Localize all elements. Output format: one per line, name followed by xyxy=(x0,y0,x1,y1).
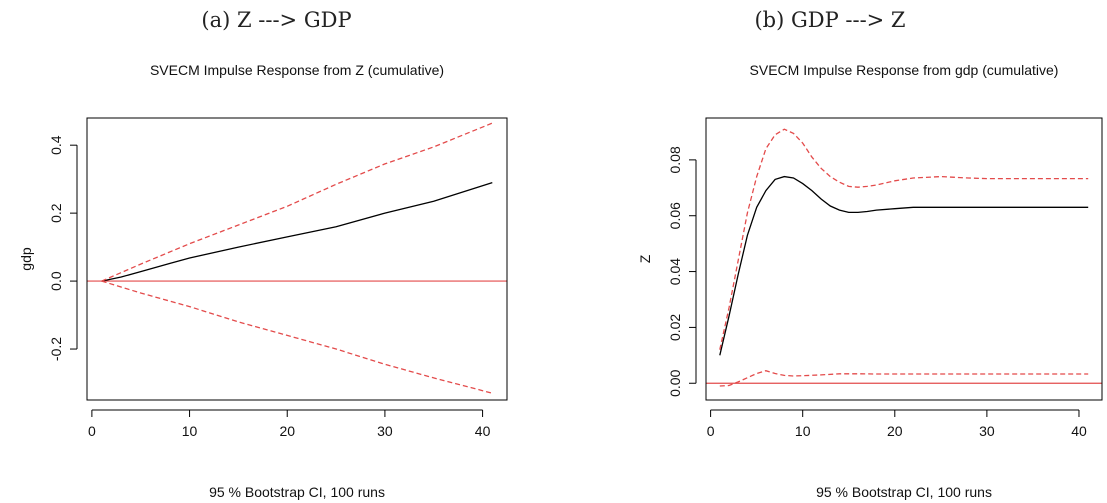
panel-a: (a) Z ---> GDP SVECM Impulse Response fr… xyxy=(0,0,553,503)
chart-b-series-2 xyxy=(719,370,1089,387)
chart-b-y-tick-label: 0.00 xyxy=(667,369,683,396)
chart-b-x-tick-label: 0 xyxy=(707,423,715,439)
chart-b-ylabel: Z xyxy=(637,254,653,263)
chart-a-series-1 xyxy=(101,122,493,282)
chart-b-y-tick-label: 0.06 xyxy=(667,202,683,229)
chart-b-x-tick-label: 40 xyxy=(1071,423,1087,439)
chart-a-footnote: 95 % Bootstrap CI, 100 runs xyxy=(209,484,385,500)
chart-a-y-tick-label: 0.0 xyxy=(48,271,64,291)
chart-a-x-tick-label: 0 xyxy=(88,423,96,439)
chart-b-y-tick-label: 0.08 xyxy=(667,146,683,173)
chart-a-x-tick-label: 20 xyxy=(279,423,295,439)
chart-a: SVECM Impulse Response from Z (cumulativ… xyxy=(18,62,508,500)
chart-b-series-0 xyxy=(719,175,1089,356)
chart-a-series-2 xyxy=(101,280,493,394)
chart-b-series-1 xyxy=(719,128,1089,350)
chart-b-y-tick-label: 0.04 xyxy=(667,258,683,285)
chart-a-y-tick-label: 0.2 xyxy=(48,203,64,223)
chart-a-x-tick-label: 30 xyxy=(377,423,393,439)
chart-b: SVECM Impulse Response from gdp (cumulat… xyxy=(637,62,1103,500)
caption-a: (a) Z ---> GDP xyxy=(201,8,352,32)
chart-b-y-tick-label: 0.02 xyxy=(667,314,683,341)
chart-a-y-tick-label: -0.2 xyxy=(48,337,64,361)
chart-a-series-0 xyxy=(101,181,493,282)
chart-b-x-tick-label: 10 xyxy=(795,423,811,439)
chart-a-x-tick-label: 10 xyxy=(182,423,198,439)
chart-b-x-tick-label: 20 xyxy=(887,423,903,439)
chart-b-plot-frame xyxy=(705,117,1103,401)
chart-a-x-tick-label: 40 xyxy=(475,423,491,439)
chart-b-footnote: 95 % Bootstrap CI, 100 runs xyxy=(816,484,992,500)
chart-a-plot-frame xyxy=(86,117,508,401)
chart-b-x-tick-label: 30 xyxy=(979,423,995,439)
chart-a-title: SVECM Impulse Response from Z (cumulativ… xyxy=(150,62,444,78)
chart-b-title: SVECM Impulse Response from gdp (cumulat… xyxy=(750,62,1059,78)
caption-b: (b) GDP ---> Z xyxy=(754,8,906,32)
chart-a-ylabel: gdp xyxy=(18,247,34,271)
chart-a-y-tick-label: 0.4 xyxy=(48,135,64,155)
panel-b: (b) GDP ---> Z SVECM Impulse Response fr… xyxy=(553,0,1107,503)
